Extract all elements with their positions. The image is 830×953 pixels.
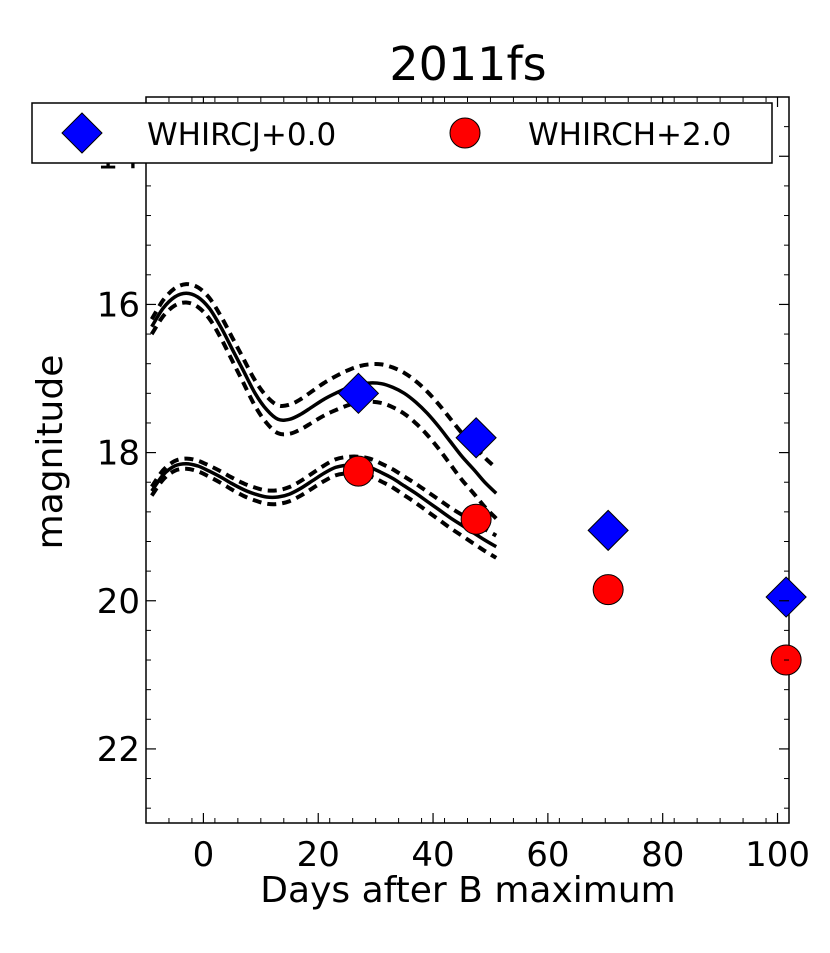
x-tick-label: 100 [745,835,810,875]
data-point-circle [592,574,624,606]
legend-marker-diamond [61,112,103,154]
x-tick-label: 80 [641,835,684,875]
model-curve-1 [150,461,498,549]
data-point-diamond [587,509,629,552]
data-point-diamond [455,417,497,459]
legend-label-whircj: WHIRCJ+0.0 [147,117,336,153]
model-band-lower-1 [150,466,498,560]
x-tick-label: 20 [297,835,340,875]
model-band-lower-0 [150,300,498,520]
axis-ticks: 0204060801001416182022 [97,97,810,875]
data-points [337,372,807,676]
data-point-diamond [337,372,380,415]
y-tick-label: 22 [97,730,140,770]
y-tick-label: 18 [97,434,140,474]
model-curve-0 [150,291,498,495]
legend-marker-circle [449,117,481,149]
plot-frame [145,96,790,824]
y-tick-label: 20 [97,582,140,622]
x-tick-label: 60 [526,835,569,875]
model-band-upper-0 [149,282,498,470]
legend-box [31,102,773,164]
x-axis-label: Days after B maximum [260,870,675,911]
x-tick-label: 0 [193,835,215,875]
data-point-circle [460,503,492,535]
y-axis-label: magnitude [30,355,71,550]
legend: WHIRCJ+0.0 WHIRCH+2.0 [31,102,773,164]
data-point-diamond [765,576,807,618]
legend-label-whirch: WHIRCH+2.0 [528,117,731,153]
model-band-upper-1 [150,454,498,538]
chart-title: 2011fs [389,37,546,91]
model-curves [149,282,498,560]
data-point-circle [342,455,374,487]
x-tick-label: 40 [411,835,454,875]
y-tick-label: 16 [97,285,140,325]
